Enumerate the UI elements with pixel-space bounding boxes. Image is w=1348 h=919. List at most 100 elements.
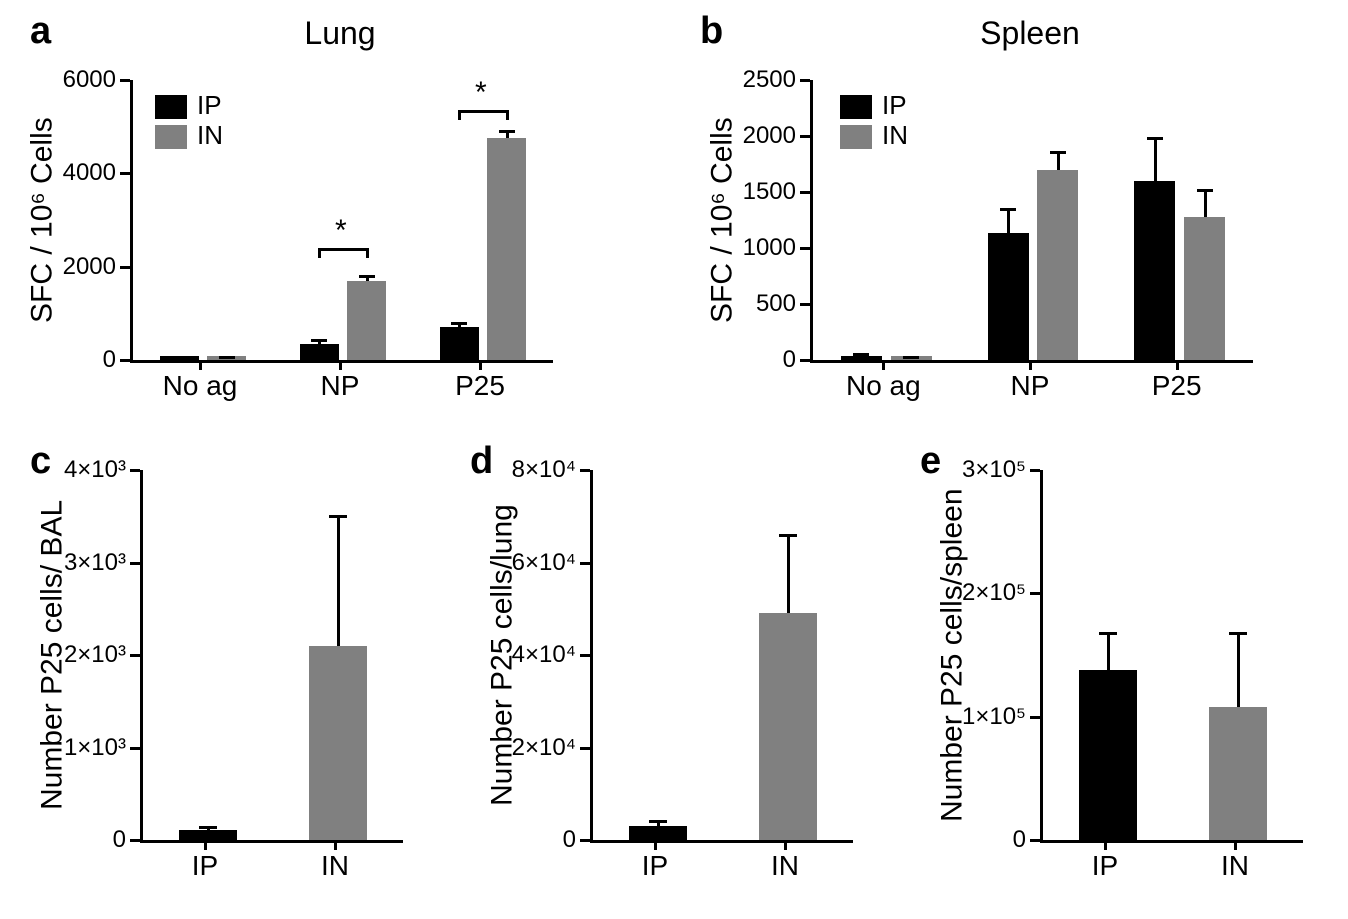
chart-area-e — [1040, 470, 1303, 843]
ytick — [800, 191, 810, 194]
ytick — [580, 747, 590, 750]
ytick-label: 2×10³ — [64, 641, 126, 669]
error-cap — [1000, 208, 1016, 211]
error-cap — [649, 820, 667, 823]
x-category-label: IP — [1040, 850, 1170, 882]
error-cap — [451, 322, 467, 325]
bar-IP — [988, 233, 1029, 360]
error-cap — [779, 534, 797, 537]
bar-IN — [1184, 217, 1225, 360]
bar-IN — [1209, 707, 1268, 840]
ytick — [1030, 839, 1040, 842]
legend-swatch-IN — [840, 125, 872, 149]
ytick-label: 2×10⁵ — [962, 579, 1026, 607]
ytick — [800, 135, 810, 138]
legend-label-IP: IP — [882, 90, 907, 121]
significance-bar — [459, 110, 507, 113]
ytick — [130, 654, 140, 657]
error-bar — [337, 516, 340, 646]
ytick — [1030, 592, 1040, 595]
error-cap — [219, 356, 235, 359]
xtick — [1176, 360, 1179, 370]
error-bar — [1154, 138, 1157, 181]
error-bar — [1237, 633, 1240, 707]
x-category-label: NP — [270, 370, 410, 402]
ytick — [580, 654, 590, 657]
ytick-label: 8×10⁴ — [512, 456, 576, 484]
ytick — [800, 79, 810, 82]
ytick-label: 4×10⁴ — [512, 641, 576, 669]
significance-tick — [458, 110, 461, 120]
error-cap — [1050, 151, 1066, 154]
xtick — [199, 360, 202, 370]
significance-star: * — [475, 76, 487, 110]
chart-title-b: Spleen — [810, 15, 1250, 52]
ytick — [580, 562, 590, 565]
legend-label-IN: IN — [197, 120, 223, 151]
ytick — [580, 839, 590, 842]
ytick — [130, 747, 140, 750]
xtick — [334, 840, 337, 850]
bar-IP — [440, 327, 479, 360]
chart-area-b — [810, 80, 1253, 363]
error-cap — [199, 826, 217, 829]
error-bar — [1204, 190, 1207, 217]
x-category-label: No ag — [810, 370, 957, 402]
x-category-label: IN — [720, 850, 850, 882]
error-cap — [853, 353, 869, 356]
ytick-label: 3×10⁵ — [962, 456, 1026, 484]
bar-IN — [309, 646, 368, 840]
ytick — [120, 172, 130, 175]
error-cap — [359, 275, 375, 278]
ytick-label: 0 — [1013, 826, 1026, 854]
ytick-label: 2×10⁴ — [512, 734, 576, 762]
error-cap — [1147, 137, 1163, 140]
bar-IP — [841, 356, 882, 360]
ytick-label: 2000 — [63, 253, 116, 281]
x-category-label: IN — [270, 850, 400, 882]
ytick — [1030, 469, 1040, 472]
panel-label-b: b — [700, 10, 723, 53]
significance-tick — [506, 110, 509, 120]
xtick — [654, 840, 657, 850]
x-category-label: IP — [590, 850, 720, 882]
xtick — [784, 840, 787, 850]
ytick — [580, 469, 590, 472]
ytick-label: 6×10⁴ — [512, 549, 576, 577]
significance-bar — [319, 248, 367, 251]
ytick-label: 1×10⁵ — [962, 703, 1026, 731]
xtick — [1104, 840, 1107, 850]
ytick-label: 0 — [103, 346, 116, 374]
ytick — [800, 359, 810, 362]
error-bar — [1007, 209, 1010, 234]
chart-area-a: ** — [130, 80, 553, 363]
ytick-label: 500 — [756, 290, 796, 318]
legend-swatch-IP — [155, 95, 187, 119]
chart-title-a: Lung — [130, 15, 550, 52]
ytick-label: 6000 — [63, 66, 116, 94]
y-axis-label-b: SFC / 10⁶ Cells — [705, 80, 740, 360]
error-bar — [1057, 152, 1060, 170]
xtick — [882, 360, 885, 370]
xtick — [1234, 840, 1237, 850]
ytick — [1030, 716, 1040, 719]
bar-IP — [1079, 670, 1138, 840]
legend-swatch-IP — [840, 95, 872, 119]
ytick — [120, 266, 130, 269]
bar-IP — [300, 344, 339, 360]
error-bar — [1107, 633, 1110, 670]
chart-area-d — [590, 470, 853, 843]
error-cap — [171, 356, 187, 359]
bar-IN — [347, 281, 386, 360]
x-category-label: P25 — [1103, 370, 1250, 402]
ytick-label: 4×10³ — [64, 456, 126, 484]
xtick — [204, 840, 207, 850]
significance-tick — [318, 248, 321, 258]
x-category-label: IP — [140, 850, 270, 882]
error-cap — [1099, 632, 1117, 635]
panel-label-a: a — [30, 10, 51, 53]
error-cap — [903, 356, 919, 359]
ytick-label: 0 — [563, 826, 576, 854]
error-cap — [329, 515, 347, 518]
legend-swatch-IN — [155, 125, 187, 149]
